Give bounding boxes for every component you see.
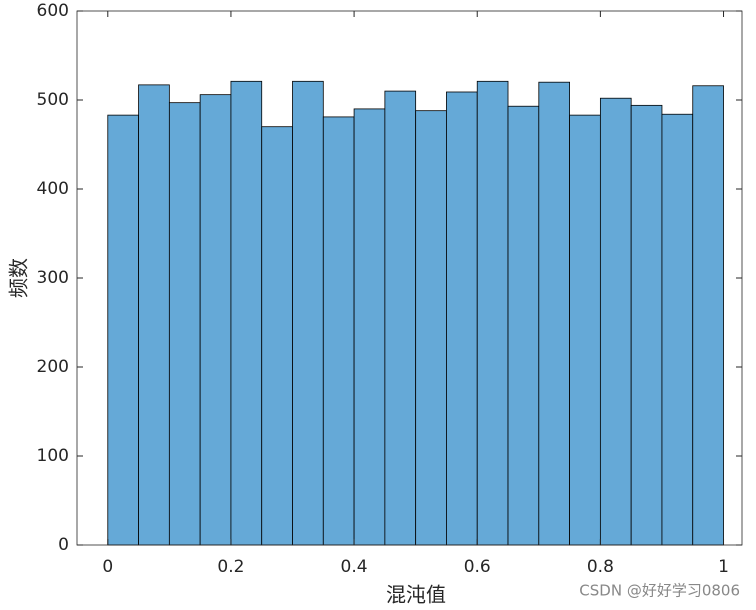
y-tick-label: 0 <box>58 535 69 555</box>
bar <box>261 126 293 546</box>
bar <box>630 104 663 546</box>
y-tick-label: 400 <box>37 179 69 199</box>
bar <box>199 94 232 546</box>
bar <box>538 81 570 546</box>
bar <box>353 108 386 546</box>
y-tick-label: 200 <box>37 357 69 377</box>
x-tick-label: 0.4 <box>341 557 368 577</box>
y-tick-label: 100 <box>37 446 69 466</box>
x-tick-label: 1 <box>718 557 729 577</box>
watermark: CSDN @好好学习0806 <box>579 582 740 600</box>
bar <box>138 84 170 546</box>
bar <box>322 116 355 546</box>
bar <box>107 114 139 546</box>
bar <box>230 80 263 546</box>
bar <box>168 102 201 546</box>
bar <box>415 110 447 546</box>
bar <box>384 90 417 546</box>
bar <box>599 97 632 546</box>
x-tick-label: 0.2 <box>217 557 244 577</box>
bar <box>661 113 694 546</box>
bar <box>476 80 509 546</box>
bar <box>569 114 601 546</box>
y-tick-label: 300 <box>37 268 69 288</box>
bar <box>692 85 724 546</box>
y-axis-label: 频数 <box>7 258 31 298</box>
x-axis-label: 混沌值 <box>386 583 446 607</box>
x-tick-label: 0 <box>102 557 113 577</box>
bar <box>446 91 478 546</box>
y-tick-label: 500 <box>37 90 69 110</box>
bar <box>507 105 540 546</box>
bar <box>292 80 324 546</box>
x-tick-label: 0.6 <box>464 557 491 577</box>
y-tick-label: 600 <box>37 1 69 21</box>
x-tick-label: 0.8 <box>587 557 614 577</box>
